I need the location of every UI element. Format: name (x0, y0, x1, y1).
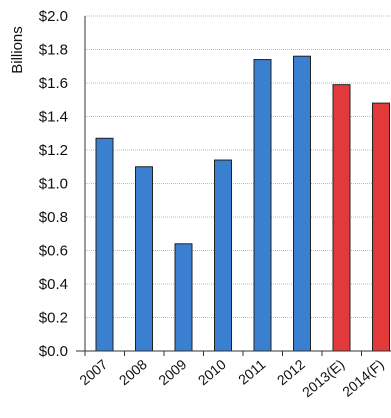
x-tick-label: 2009 (155, 356, 189, 388)
y-tick-label: $0.4 (39, 276, 68, 293)
y-tick-label: $0.2 (39, 310, 68, 327)
y-tick-label: $1.4 (39, 109, 68, 126)
y-tick-label: $1.6 (39, 75, 68, 92)
x-tick-label: 2008 (116, 356, 150, 388)
bar-2012 (293, 55, 311, 352)
bar-2008 (135, 166, 153, 352)
bar-2011 (253, 59, 272, 352)
y-tick-label: $0.8 (39, 209, 68, 226)
y-tick-label: $0.0 (39, 343, 68, 360)
x-tick-label: 2014(F) (339, 356, 387, 400)
bar-2014(F) (372, 102, 390, 352)
x-tick-label: 2013(E) (299, 356, 347, 400)
y-tick-label: $2.0 (39, 8, 68, 25)
x-tick-label: 2011 (235, 356, 269, 388)
bars (95, 55, 390, 352)
y-tick-label: $1.2 (39, 142, 68, 159)
bar-2010 (214, 159, 232, 352)
x-tick-label: 2007 (76, 356, 110, 388)
y-tick-label: $1.8 (39, 42, 68, 59)
y-axis-title: Billions (9, 26, 26, 74)
axes (76, 16, 391, 356)
x-tick-label: 2010 (195, 356, 229, 388)
bar-2009 (174, 243, 193, 352)
y-tick-label: $1.0 (39, 176, 68, 193)
y-tick-label: $0.6 (39, 243, 68, 260)
y-tick-labels: $0.0 $0.2 $0.4 $0.6 $0.8 $1.0 $1.2 $1.4 $1.6 $1.8… (39, 8, 68, 360)
bar-2013(E) (332, 84, 351, 352)
bar-2007 (95, 137, 114, 352)
